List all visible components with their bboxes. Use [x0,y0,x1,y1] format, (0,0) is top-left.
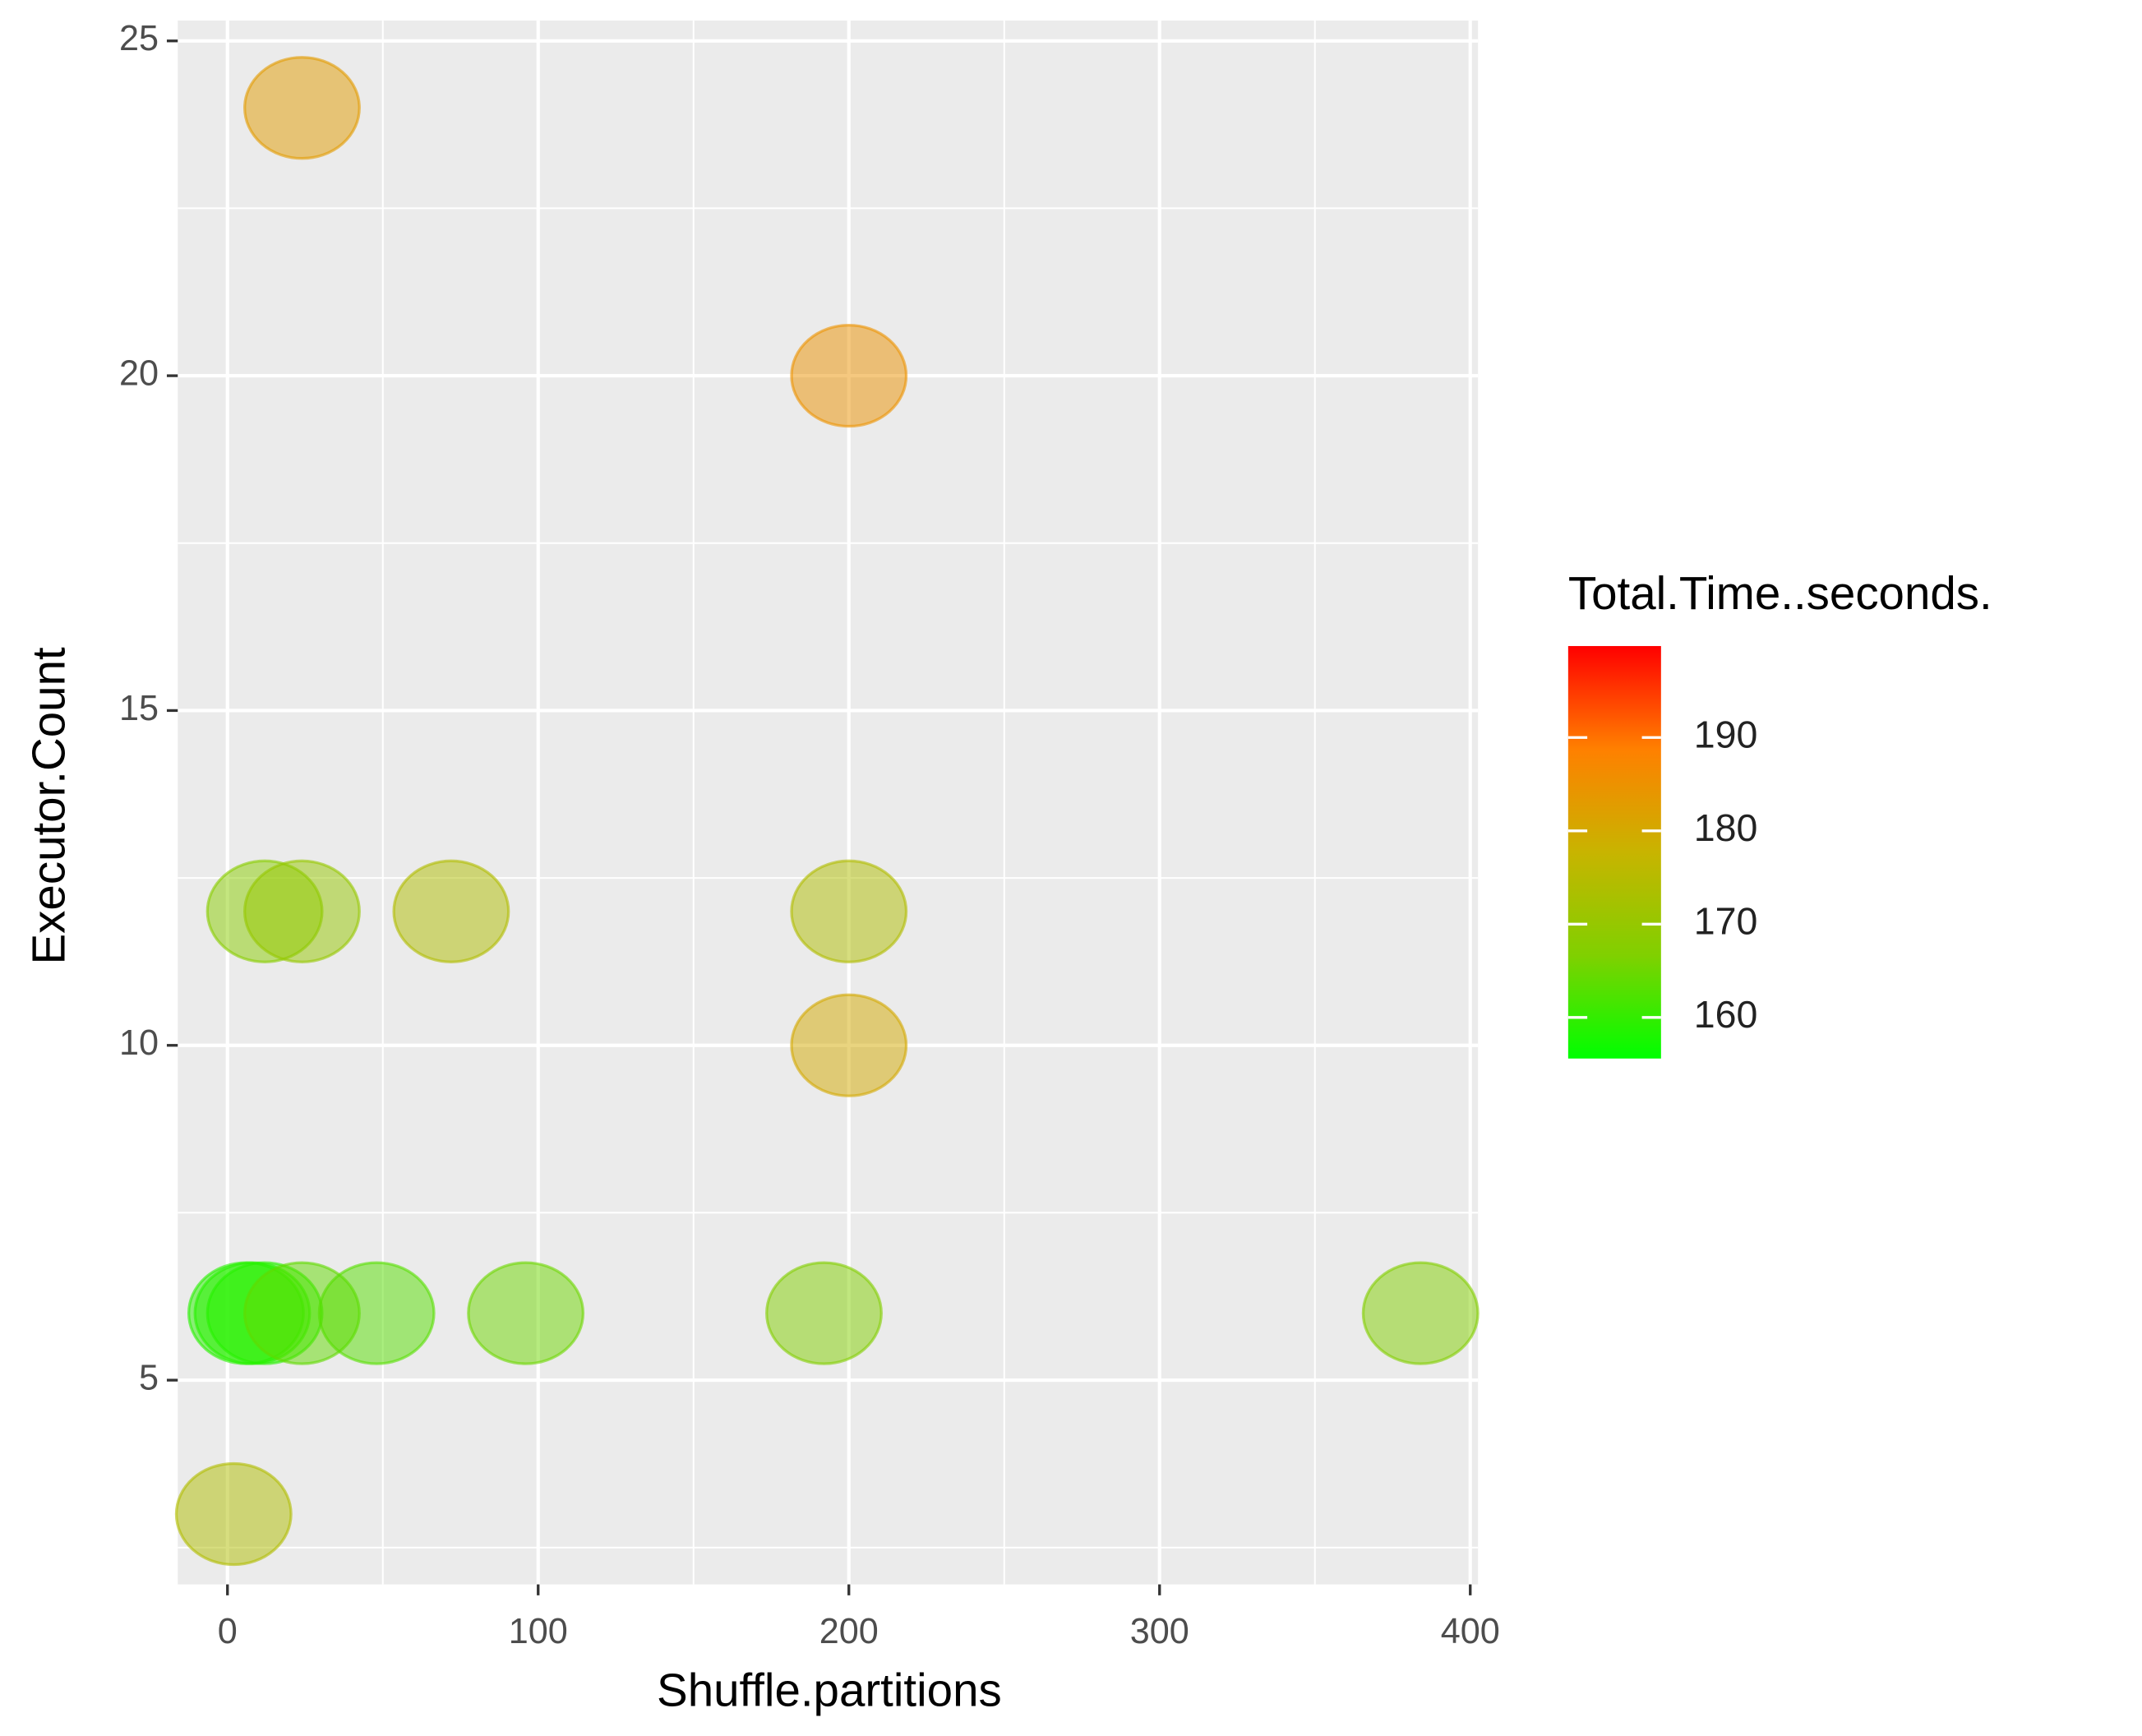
x-tick-label: 100 [509,1612,568,1651]
point [174,1461,293,1567]
y-axis-title: Executor.Count [22,647,74,965]
y-tick-label: 25 [119,19,159,58]
point [765,1261,883,1365]
legend-tick-label: 170 [1694,900,1758,943]
y-tick-label: 5 [139,1358,159,1397]
x-tick-label: 200 [819,1612,879,1651]
y-tick-label: 20 [119,354,159,394]
point [392,859,510,963]
x-axis-title: Shuffle.partitions [657,1664,1002,1715]
point [243,56,361,160]
legend-tick-label: 190 [1694,713,1758,756]
color-bar [1567,645,1661,1059]
x-tick-label: 300 [1130,1612,1189,1651]
x-tick-label: 0 [218,1612,238,1651]
legend-title: Total.Time..seconds. [1568,567,1992,619]
point [790,993,908,1097]
point [467,1261,585,1365]
legend-tick-label: 180 [1694,806,1758,849]
point [317,1261,436,1365]
x-tick-label: 400 [1441,1612,1500,1651]
point [243,859,361,963]
y-tick-label: 15 [119,689,159,728]
points [174,56,1480,1567]
point [1361,1261,1480,1365]
y-tick-label: 10 [119,1023,159,1063]
legend: 160 170 180 190 [1567,645,1758,1059]
point [790,859,908,963]
axes: 0 100 200 300 400 5 10 15 20 25 [119,19,1500,1651]
point [790,323,908,428]
legend-tick-label: 160 [1694,993,1758,1036]
